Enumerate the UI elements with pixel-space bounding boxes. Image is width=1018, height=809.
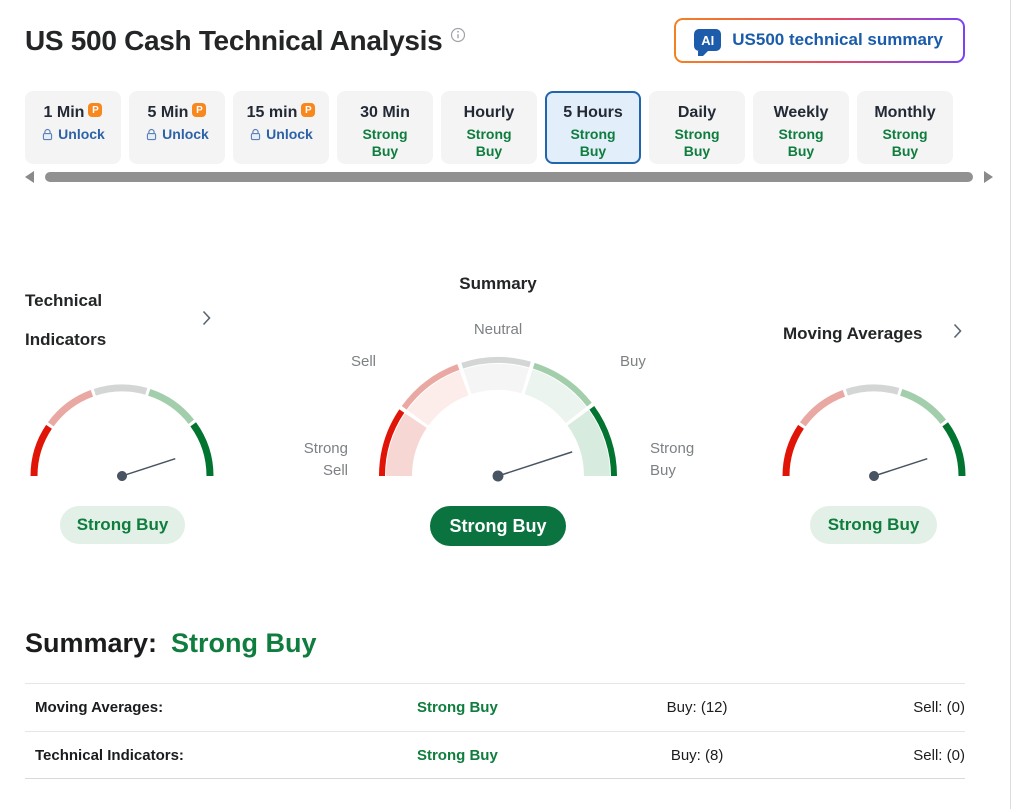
lock-icon [43,128,53,141]
ai-icon: AI [694,29,722,56]
scale-label-neutral: Neutral [473,321,523,338]
tab-label: Weekly [773,104,829,121]
row-sell-count: Sell: (0) [913,746,965,764]
moving-averages-link[interactable]: Moving Averages [783,323,1010,344]
row-signal: Strong Buy [416,746,498,764]
gauge-dial [30,384,214,481]
tab-30min[interactable]: 30 Min Strong Buy [337,91,433,164]
page-title: US 500 Cash Technical Analysis [25,25,443,56]
unlock-label: Unlock [58,126,105,142]
unlock-link[interactable]: Unlock [41,126,105,143]
row-signal: Strong Buy [416,699,498,716]
gauge-title: Technical Indicators [25,291,107,349]
tab-signal: Strong Buy [362,126,408,159]
unlock-link[interactable]: Unlock [249,126,313,143]
row-label: Technical Indicators: [35,746,184,764]
scrollbar-thumb[interactable] [45,172,973,182]
tab-15min[interactable]: 15 min P Unlock [233,91,329,164]
timeframe-tabs: 1 Min P Unlock 5 Min P Unlock 15 min P [25,91,993,164]
summary-overall-signal: Strong Buy [171,628,317,658]
chevron-right-icon [953,323,962,344]
scroll-left-arrow-icon[interactable] [25,171,34,183]
status-badge: Strong Buy [810,506,937,544]
info-icon[interactable] [450,27,466,48]
scroll-right-arrow-icon[interactable] [984,171,993,183]
table-row-technical-indicators: Technical Indicators: Strong Buy Buy: (8… [25,731,965,779]
tab-signal: Strong Buy [882,126,928,159]
gauges-section: Technical Indicators Strong Buy Summary … [0,271,1018,546]
tab-signal: Strong Buy [570,126,616,159]
gauge-needle [492,451,573,482]
tab-label: Daily [677,104,717,121]
tab-daily[interactable]: Daily Strong Buy [649,91,745,164]
gauge-title: Summary [459,274,537,293]
lock-icon [147,128,157,141]
page-divider [1010,0,1011,809]
tab-1min[interactable]: 1 Min P Unlock [25,91,121,164]
tabs-scrollbar [25,171,993,183]
scale-label-sell: Sell [350,353,376,370]
row-buy-count: Buy: (8) [670,746,724,764]
status-badge: Strong Buy [430,506,566,546]
tab-label: Hourly [463,104,515,121]
technical-indicators-link[interactable]: Technical Indicators [25,281,265,359]
table-row-moving-averages: Moving Averages: Strong Buy Buy: (12) Se… [25,683,965,731]
gauge-needle [869,457,928,481]
summary-heading: Summary: Strong Buy [25,628,993,659]
tab-label: 30 Min [360,104,410,121]
gauge-title: Moving Averages [783,323,923,343]
unlock-label: Unlock [162,126,209,142]
ai-summary-button[interactable]: AI US500 technical summary [674,18,965,63]
tab-monthly[interactable]: Monthly Strong Buy [857,91,953,164]
pro-badge-icon: P [192,103,207,117]
row-sell-count: Sell: (0) [913,699,965,716]
tab-5min[interactable]: 5 Min P Unlock [129,91,225,164]
moving-averages-gauge: Moving Averages Strong Buy [760,271,1010,544]
tab-weekly[interactable]: Weekly Strong Buy [753,91,849,164]
ai-button-label: US500 technical summary [732,30,943,49]
tab-hourly[interactable]: Hourly Strong Buy [441,91,537,164]
tab-label: 5 Min [147,104,189,121]
scale-label-buy: Buy [620,353,646,370]
pro-badge-icon: P [88,103,103,117]
scale-label-strong-sell: Strong Sell [303,440,348,479]
gauge-dial [378,357,617,482]
summary-label: Summary: [25,628,158,658]
lock-icon [251,128,261,141]
chevron-right-icon [202,310,211,331]
status-badge: Strong Buy [60,506,185,544]
tab-signal: Strong Buy [778,126,824,159]
row-label: Moving Averages: [35,699,164,716]
tab-label: 5 Hours [563,104,623,121]
tab-label: Monthly [874,104,936,121]
header: US 500 Cash Technical Analysis AI US500 … [0,0,1018,63]
unlock-link[interactable]: Unlock [145,126,209,143]
pro-badge-icon: P [301,103,316,117]
scale-label-strong-buy: Strong Buy [650,440,695,479]
unlock-label: Unlock [266,126,313,142]
row-buy-count: Buy: (12) [666,699,728,716]
summary-table: Moving Averages: Strong Buy Buy: (12) Se… [25,683,965,779]
tab-label: 15 min [246,104,298,121]
tab-5hours[interactable]: 5 Hours Strong Buy [545,91,641,164]
tab-signal: Strong Buy [674,126,720,159]
gauge-needle [117,457,176,481]
technical-indicators-gauge: Technical Indicators Strong Buy [25,271,265,544]
tab-label: 1 Min [43,104,85,121]
gauge-dial [782,384,966,481]
tab-signal: Strong Buy [466,126,512,159]
